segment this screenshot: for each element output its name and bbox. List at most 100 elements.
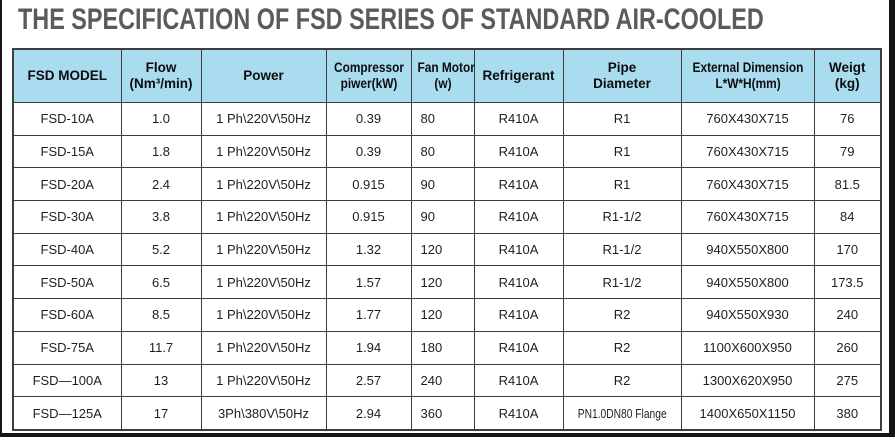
- table-cell: R1-1/2: [562, 232, 682, 267]
- table-cell: 1 Ph\220V\50Hz: [200, 265, 327, 300]
- table-cell: FSD-15A: [12, 134, 122, 169]
- table-cell: 90: [410, 200, 475, 234]
- table-cell: R2: [562, 363, 682, 398]
- table-cell: 3.8: [120, 200, 202, 234]
- table-cell: FSD-75A: [12, 330, 122, 365]
- table-cell: 1300X620X950: [680, 363, 815, 398]
- table-cell: 1.57: [325, 265, 412, 300]
- table-cell: 1400X650X1150: [680, 396, 815, 431]
- table-row: FSD-10A 1.0 1 Ph\220V\50Hz 0.39 80 R410A R1 760…: [12, 102, 882, 136]
- table-cell: 760X430X715: [680, 134, 815, 169]
- table-cell: FSD-30A: [12, 200, 122, 234]
- table-cell: 1 Ph\220V\50Hz: [200, 102, 327, 136]
- table-cell: R410A: [473, 265, 564, 300]
- table-cell: 940X550X800: [680, 265, 815, 300]
- table-cell: 1 Ph\220V\50Hz: [200, 167, 327, 202]
- table-cell: PN1.0DN80 Flange: [562, 396, 682, 431]
- table-cell: 80: [410, 102, 475, 136]
- table-cell: R410A: [473, 363, 564, 398]
- header-fan-motor: Fan Motor (w): [410, 48, 475, 103]
- table-cell: 90: [410, 167, 475, 202]
- table-row: FSD-50A 6.5 1 Ph\220V\50Hz 1.57 120 R410A R1-1…: [12, 265, 882, 300]
- table-cell: R2: [562, 298, 682, 332]
- table-cell: 1 Ph\220V\50Hz: [200, 298, 327, 332]
- table-cell: 275: [813, 363, 882, 398]
- table-cell: 76: [813, 102, 882, 136]
- table-cell: FSD—100A: [12, 363, 122, 398]
- table-cell: 760X430X715: [680, 200, 815, 234]
- table-cell: 13: [120, 363, 202, 398]
- table-cell: R1: [562, 102, 682, 136]
- table-cell: R1: [562, 167, 682, 202]
- table-cell: 1 Ph\220V\50Hz: [200, 363, 327, 398]
- table-cell: 0.915: [325, 167, 412, 202]
- table-row: FSD-40A 5.2 1 Ph\220V\50Hz 1.32 120 R410A R1-1…: [12, 232, 882, 267]
- table-cell: 2.57: [325, 363, 412, 398]
- table-cell: R2: [562, 330, 682, 365]
- table-cell: R1: [562, 134, 682, 169]
- table-cell: R410A: [473, 134, 564, 169]
- table-cell: 0.39: [325, 102, 412, 136]
- table-cell: 6.5: [120, 265, 202, 300]
- frame-left-border: [0, 0, 2, 437]
- table-cell: 240: [813, 298, 882, 332]
- table-cell: 260: [813, 330, 882, 365]
- table-cell: 173.5: [813, 265, 882, 300]
- table-cell: 1.77: [325, 298, 412, 332]
- table-cell: FSD-40A: [12, 232, 122, 267]
- table-cell: R1-1/2: [562, 265, 682, 300]
- table-row: FSD-20A 2.4 1 Ph\220V\50Hz 0.915 90 R410A R1 76…: [12, 167, 882, 202]
- header-pipe-diameter: Pipe Diameter: [562, 48, 682, 103]
- table-cell: R410A: [473, 200, 564, 234]
- table-cell: R1-1/2: [562, 200, 682, 234]
- table-cell: 940X550X800: [680, 232, 815, 267]
- table-body: FSD-10A 1.0 1 Ph\220V\50Hz 0.39 80 R410A R1 760…: [12, 102, 882, 431]
- table-cell: 240: [410, 363, 475, 398]
- header-refrigerant: Refrigerant: [473, 48, 564, 103]
- frame-bottom-border: [0, 433, 895, 437]
- table-cell: 360: [410, 396, 475, 431]
- table-cell: 380: [813, 396, 882, 431]
- table-cell: 180: [410, 330, 475, 365]
- table-cell: 79: [813, 134, 882, 169]
- table-cell: 2.94: [325, 396, 412, 431]
- table-cell: 760X430X715: [680, 167, 815, 202]
- table-row: FSD-60A 8.5 1 Ph\220V\50Hz 1.77 120 R410A R2 94…: [12, 298, 882, 332]
- table-cell: 1 Ph\220V\50Hz: [200, 232, 327, 267]
- table-cell: FSD—125A: [12, 396, 122, 431]
- header-compressor-power: Compressor piwer(kW): [325, 48, 412, 103]
- table-cell: 8.5: [120, 298, 202, 332]
- header-weight: Weigt (kg): [813, 48, 882, 103]
- header-power: Power: [200, 48, 327, 103]
- table-cell: 2.4: [120, 167, 202, 202]
- table-cell: FSD-50A: [12, 265, 122, 300]
- table-cell: 940X550X930: [680, 298, 815, 332]
- table-cell: R410A: [473, 298, 564, 332]
- table-cell: 11.7: [120, 330, 202, 365]
- table-cell: 1 Ph\220V\50Hz: [200, 200, 327, 234]
- table-cell: R410A: [473, 396, 564, 431]
- table-cell: R410A: [473, 102, 564, 136]
- header-fsd-model: FSD MODEL: [12, 48, 122, 103]
- table-cell: 0.39: [325, 134, 412, 169]
- table-row: FSD-75A 11.7 1 Ph\220V\50Hz 1.94 180 R410A R2 1…: [12, 330, 882, 365]
- table-row: FSD—125A 17 3Ph\380V\50Hz 2.94 360 R410A PN1.0…: [12, 396, 882, 431]
- table-cell: 17: [120, 396, 202, 431]
- table-cell: FSD-20A: [12, 167, 122, 202]
- table-cell: FSD-60A: [12, 298, 122, 332]
- table-header-row: FSD MODEL Flow (Nm³/min) Power Compresso…: [12, 48, 882, 103]
- table-cell: R410A: [473, 232, 564, 267]
- table-cell: 1.0: [120, 102, 202, 136]
- table-cell: 1 Ph\220V\50Hz: [200, 330, 327, 365]
- table-cell: 1 Ph\220V\50Hz: [200, 134, 327, 169]
- table-cell: 170: [813, 232, 882, 267]
- spec-table: FSD MODEL Flow (Nm³/min) Power Compresso…: [12, 48, 882, 431]
- table-cell: 120: [410, 298, 475, 332]
- table-cell: 1.32: [325, 232, 412, 267]
- table-cell: R410A: [473, 330, 564, 365]
- table-cell: R410A: [473, 167, 564, 202]
- table-cell: 84: [813, 200, 882, 234]
- table-cell: 120: [410, 265, 475, 300]
- table-cell: FSD-10A: [12, 102, 122, 136]
- frame-right-border: [889, 0, 895, 437]
